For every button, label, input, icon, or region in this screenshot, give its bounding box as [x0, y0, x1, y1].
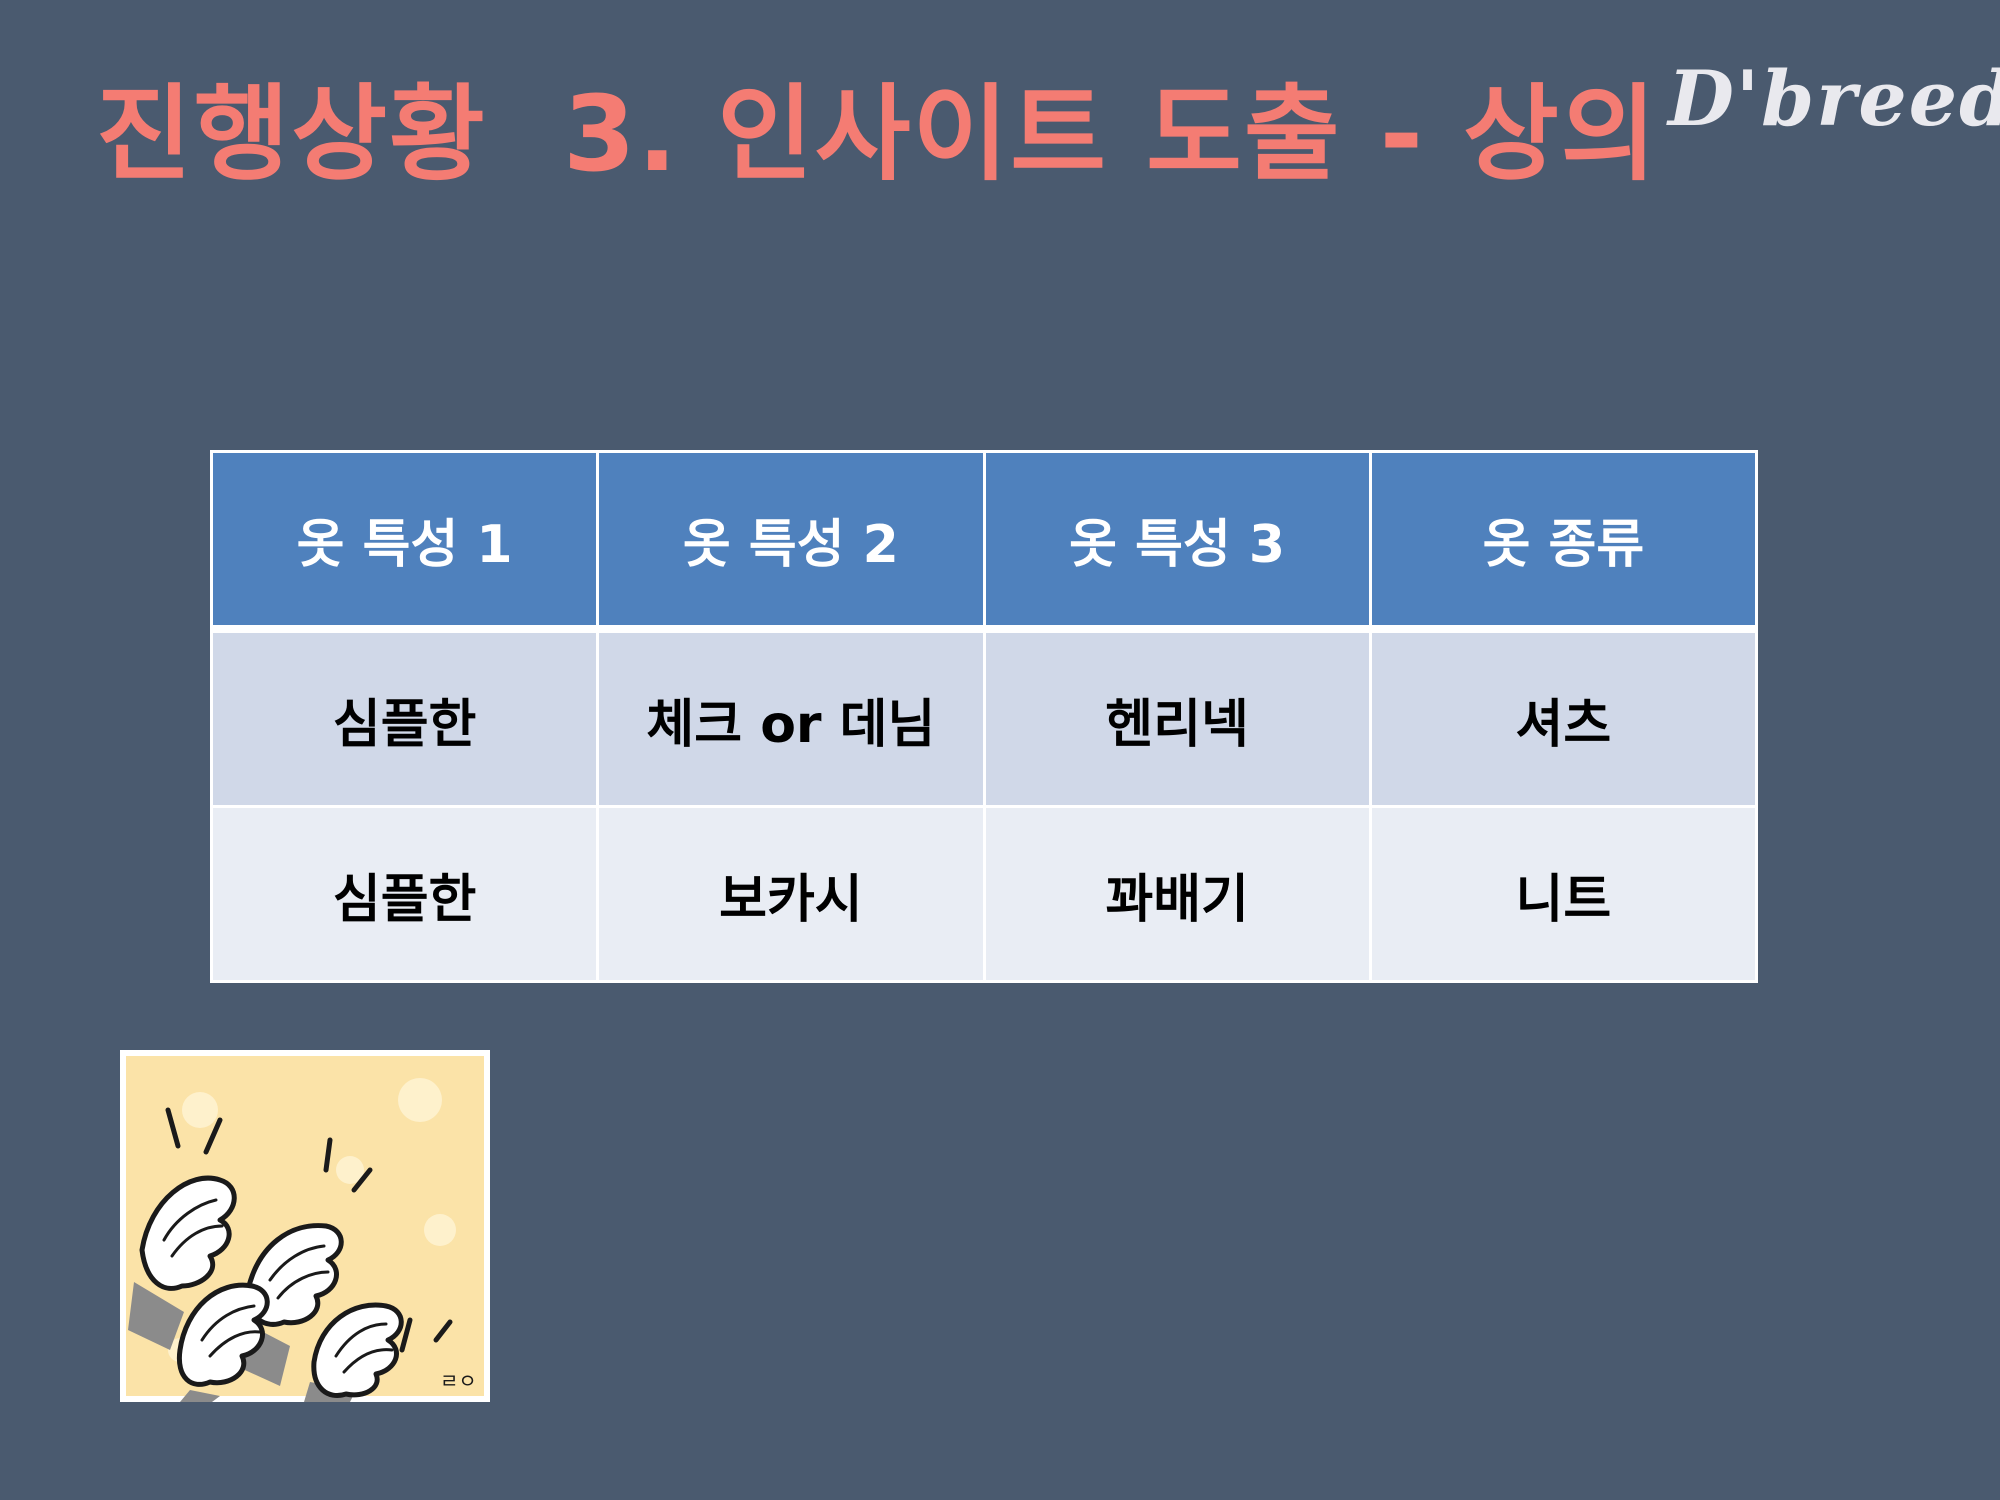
table-cell: 체크 or 데님 [596, 627, 986, 808]
slide-title: 진행상황 3. 인사이트 도출 - 상의 [96, 73, 1659, 195]
dbreed-logo: D'breed [1668, 54, 2000, 143]
table-cell: 꽈배기 [982, 805, 1372, 983]
table-cell: 심플한 [209, 805, 600, 983]
table-header-cell: 옷 특성 1 [209, 450, 600, 633]
table-row: 심플한 보카시 꽈배기 니트 [209, 805, 1759, 983]
table-row: 심플한 체크 or 데님 헨리넥 셔츠 [209, 627, 1759, 808]
clapping-hands-icon: ㄹㅇ [120, 1050, 490, 1402]
table-cell: 보카시 [596, 805, 986, 983]
insight-table: 옷 특성 1 옷 특성 2 옷 특성 3 옷 종류 심플한 체크 or 데님 헨… [209, 450, 1759, 983]
table-cell: 셔츠 [1368, 627, 1759, 808]
table-header-cell: 옷 특성 2 [596, 450, 986, 633]
artist-signature: ㄹㅇ [440, 1369, 477, 1393]
table-cell: 헨리넥 [982, 627, 1372, 808]
table-cell: 니트 [1368, 805, 1759, 983]
table-header-row: 옷 특성 1 옷 특성 2 옷 특성 3 옷 종류 [209, 450, 1759, 633]
table-header-cell: 옷 종류 [1368, 450, 1759, 633]
clapping-hands-illustration: ㄹㅇ [126, 1056, 484, 1402]
table-header-cell: 옷 특성 3 [982, 450, 1372, 633]
table-cell: 심플한 [209, 627, 600, 808]
